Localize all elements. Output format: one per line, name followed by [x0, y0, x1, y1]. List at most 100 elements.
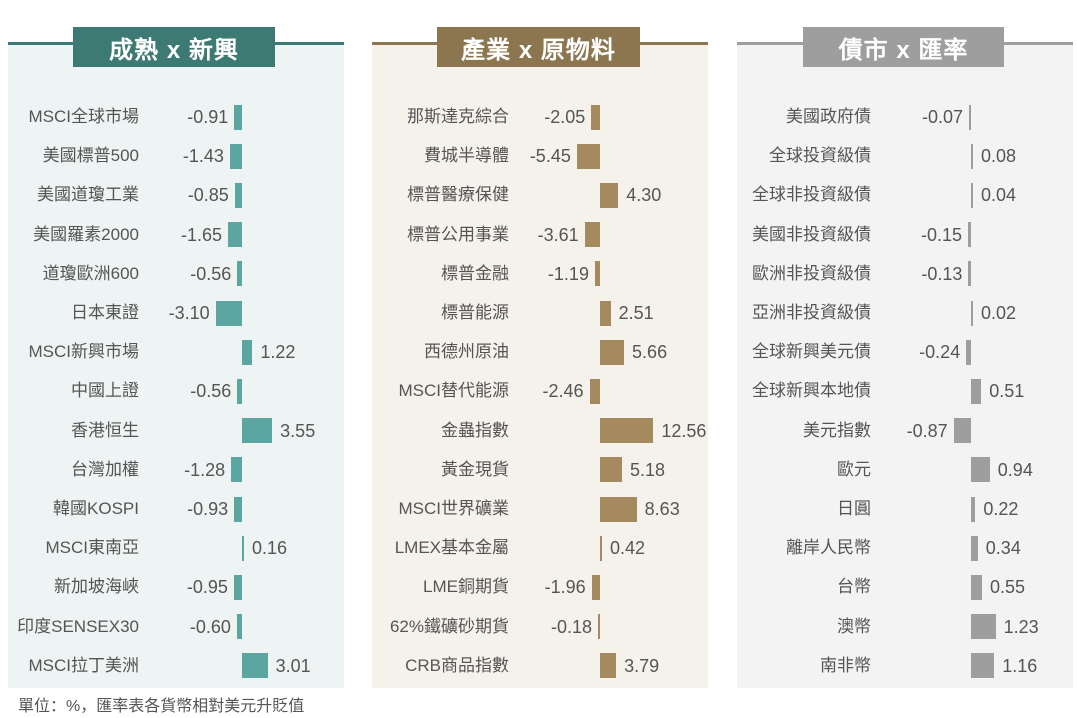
bar: [600, 535, 602, 561]
bar: [600, 418, 654, 444]
category-label: 西德州原油: [424, 342, 509, 362]
bar: [600, 457, 622, 483]
category-label: 日圓: [837, 499, 871, 518]
value-label: 0.51: [989, 381, 1025, 402]
bar: [971, 457, 990, 483]
value-label: 0.55: [990, 577, 1026, 598]
category-label: 美國羅素2000: [33, 224, 139, 244]
category-label: 標普公用事業: [407, 224, 509, 244]
value-label: -0.56: [190, 381, 232, 402]
bar: [971, 143, 973, 169]
value-label: 5.66: [632, 342, 668, 363]
category-label: 日本東證: [71, 303, 139, 322]
category-label: CRB商品指數: [405, 655, 509, 675]
bar: [969, 104, 971, 130]
category-label: 印度SENSEX30: [17, 616, 139, 636]
category-label: 韓國KOSPI: [53, 499, 139, 518]
value-label: 12.56: [661, 420, 707, 441]
panel-title-2: 產業 x 原物料: [437, 27, 640, 67]
value-label: -0.91: [187, 107, 229, 127]
category-label: MSCI替代能源: [398, 381, 510, 401]
value-label: 5.18: [630, 459, 666, 480]
bar: [229, 143, 242, 169]
category-label: 亞洲非投資級債: [752, 303, 871, 322]
value-label: -0.56: [190, 263, 232, 284]
category-label: 全球投資級債: [769, 146, 871, 166]
category-label: 美國政府債: [786, 107, 871, 126]
value-label: -1.43: [182, 146, 224, 167]
category-label: 歐洲非投資級債: [752, 263, 871, 283]
bar: [971, 614, 996, 640]
category-label: 道瓊歐洲600: [42, 263, 139, 283]
value-label: -0.85: [187, 185, 229, 206]
bar: [234, 496, 242, 522]
value-label: -2.05: [544, 107, 586, 127]
bar: [242, 653, 268, 679]
category-label: 金蟲指數: [441, 420, 509, 440]
value-label: -0.95: [186, 577, 228, 598]
bar: [233, 574, 242, 600]
value-label: 0.04: [981, 185, 1017, 206]
bar: [237, 261, 242, 287]
panel-1: [8, 42, 344, 688]
bar: [971, 653, 995, 679]
bar: [589, 378, 600, 404]
value-label: -0.15: [920, 224, 962, 245]
value-label: -0.13: [921, 263, 963, 284]
panel-2: [372, 42, 708, 688]
value-label: 1.16: [1002, 655, 1038, 676]
value-label: 0.08: [981, 146, 1017, 167]
category-label: 美國標普500: [42, 146, 139, 166]
category-label: 標普能源: [441, 303, 509, 322]
category-label: 香港恒生: [71, 420, 139, 440]
bar: [600, 339, 625, 365]
bar: [237, 378, 242, 404]
category-label: 澳幣: [837, 616, 871, 636]
value-label: 0.34: [985, 538, 1021, 559]
bar: [231, 457, 242, 483]
value-label: 3.55: [280, 420, 316, 441]
panel-3: [737, 42, 1073, 688]
bar: [968, 261, 971, 287]
category-label: 標普醫療保健: [407, 185, 509, 205]
value-label: -0.60: [189, 616, 231, 637]
category-label: MSCI東南亞: [45, 538, 140, 558]
value-label: 0.42: [610, 538, 646, 559]
category-label: MSCI新興市場: [28, 342, 140, 362]
category-label: 美國道瓊工業: [37, 185, 139, 205]
category-label: 南非幣: [820, 655, 871, 675]
category-label: 全球非投資級債: [752, 185, 871, 205]
category-label: LME銅期貨: [423, 577, 509, 597]
value-label: 1.22: [260, 342, 296, 363]
value-label: -0.24: [919, 342, 961, 363]
bar: [215, 300, 242, 326]
category-label: 歐元: [837, 459, 871, 479]
category-label: 那斯達克綜合: [407, 107, 509, 126]
category-label: 離岸人民幣: [786, 538, 871, 558]
bar: [600, 182, 619, 208]
value-label: -1.65: [180, 224, 222, 245]
category-label: 台幣: [837, 577, 871, 597]
category-label: 費城半導體: [424, 146, 509, 166]
value-label: -1.96: [544, 577, 586, 598]
bar: [598, 614, 600, 640]
category-label: 美國非投資級債: [752, 224, 871, 244]
value-label: 4.30: [626, 185, 662, 206]
bar: [576, 143, 600, 169]
value-label: 1.23: [1003, 616, 1039, 637]
value-label: -3.61: [537, 224, 579, 245]
bar: [234, 182, 242, 208]
bar: [971, 182, 973, 208]
bar: [594, 261, 600, 287]
category-label: 全球新興本地債: [752, 381, 871, 401]
value-label: -3.10: [168, 303, 210, 323]
value-label: 8.63: [644, 499, 680, 519]
bar: [242, 339, 253, 365]
value-label: -5.45: [529, 146, 571, 167]
category-label: MSCI世界礦業: [398, 499, 510, 518]
bar: [591, 574, 600, 600]
bar: [584, 222, 600, 248]
category-label: LMEX基本金屬: [394, 538, 509, 558]
bar: [953, 418, 971, 444]
value-label: 3.79: [624, 655, 660, 676]
